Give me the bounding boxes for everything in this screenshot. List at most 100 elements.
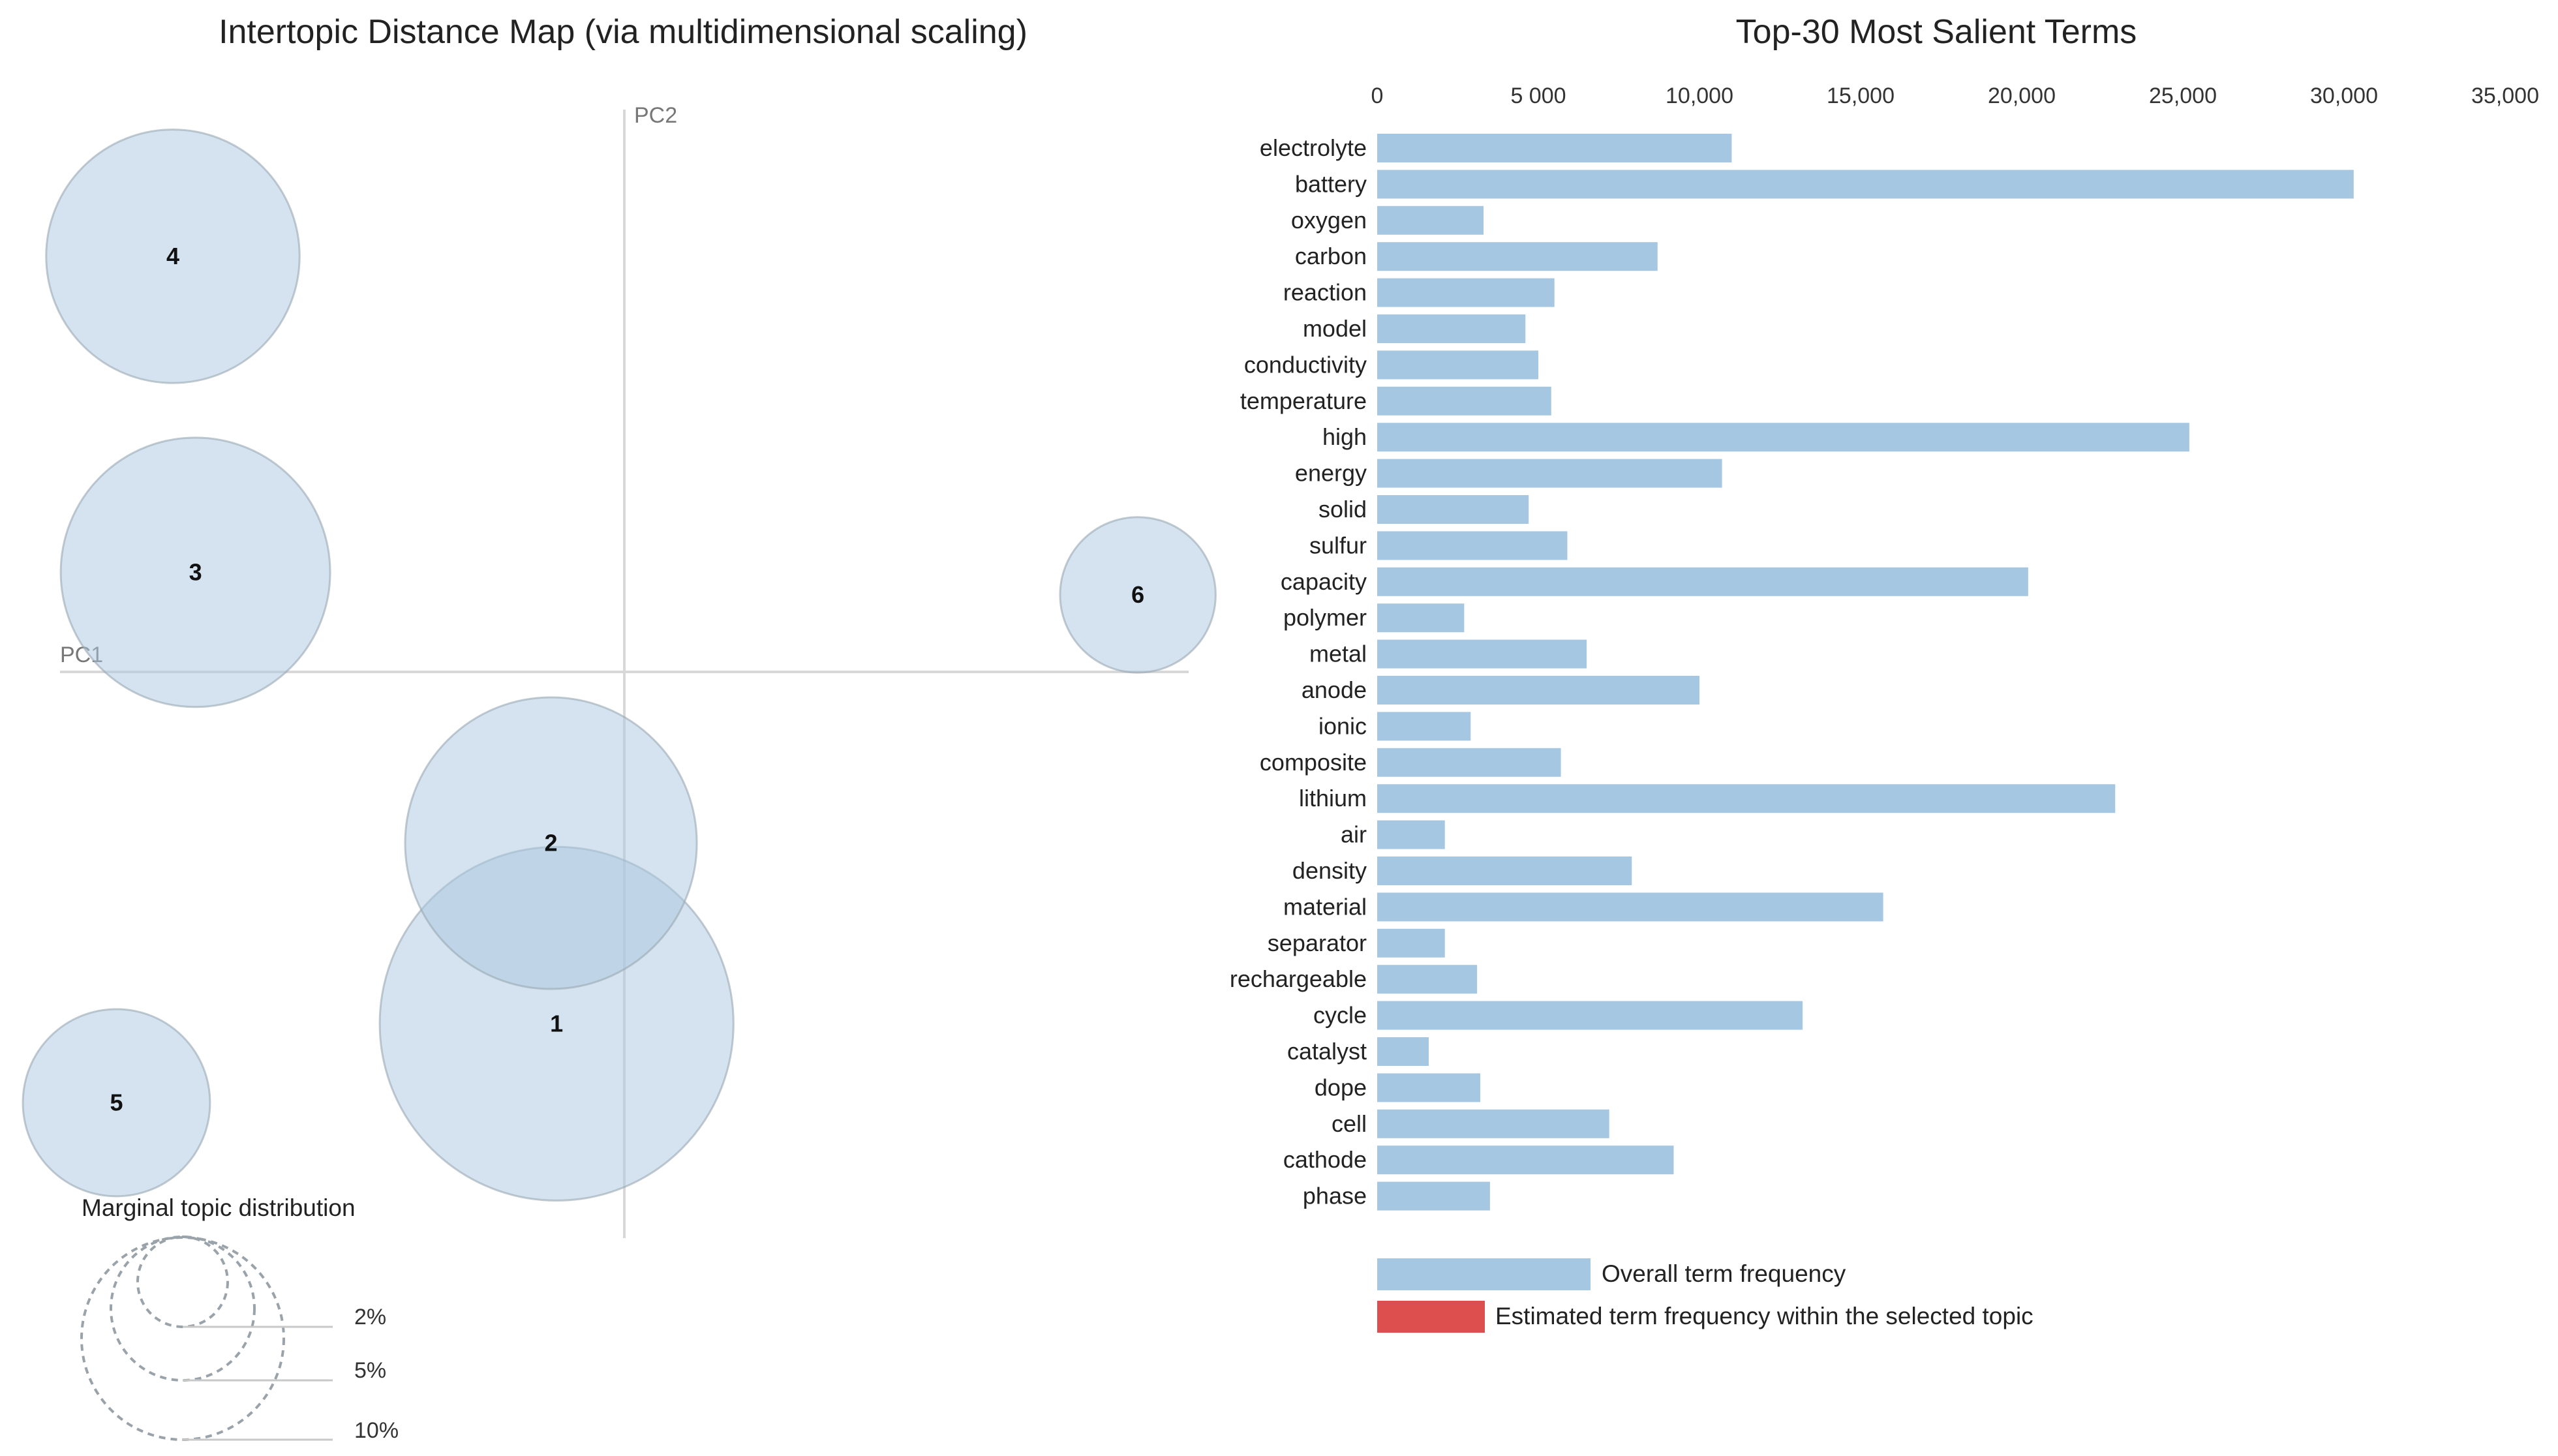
marginal-circle-10pct bbox=[80, 1236, 285, 1441]
term-label-battery[interactable]: battery bbox=[1295, 170, 1367, 197]
term-bar-density[interactable] bbox=[1377, 857, 1632, 885]
term-bar-cathode[interactable] bbox=[1377, 1145, 1674, 1175]
term-label-metal[interactable]: metal bbox=[1309, 641, 1367, 667]
topic-bubble-6[interactable] bbox=[1059, 516, 1217, 674]
topic-label-4: 4 bbox=[166, 243, 179, 269]
term-bar-sulfur[interactable] bbox=[1377, 531, 1568, 560]
term-label-energy[interactable]: energy bbox=[1295, 460, 1367, 487]
term-bar-electrolyte[interactable] bbox=[1377, 134, 1732, 162]
marginal-legend-title: Marginal topic distribution bbox=[82, 1194, 356, 1221]
legend-overall-swatch bbox=[1377, 1258, 1591, 1290]
term-bar-catalyst[interactable] bbox=[1377, 1037, 1429, 1066]
term-label-density[interactable]: density bbox=[1292, 857, 1367, 884]
term-bar-solid[interactable] bbox=[1377, 495, 1529, 524]
term-label-ionic[interactable]: ionic bbox=[1318, 712, 1367, 739]
topic-bubble-3[interactable] bbox=[59, 436, 331, 708]
intertopic-map-panel: Intertopic Distance Map (via multidimens… bbox=[22, 13, 1217, 1238]
term-bar-material[interactable] bbox=[1377, 892, 1883, 922]
term-label-composite[interactable]: composite bbox=[1260, 749, 1367, 776]
intertopic-map-title: Intertopic Distance Map (via multidimens… bbox=[219, 13, 1028, 51]
term-label-dope[interactable]: dope bbox=[1315, 1074, 1367, 1100]
term-bars: electrolyte battery oxygen carbon reaction mo… bbox=[1230, 134, 2354, 1211]
marginal-label-5pct: 5% bbox=[354, 1358, 386, 1383]
term-label-high[interactable]: high bbox=[1322, 423, 1367, 450]
term-bar-model[interactable] bbox=[1377, 314, 1526, 343]
term-bar-phase[interactable] bbox=[1377, 1181, 1490, 1211]
term-bar-ionic[interactable] bbox=[1377, 712, 1471, 741]
topic-label-1: 1 bbox=[550, 1010, 563, 1037]
term-bar-temperature[interactable] bbox=[1377, 386, 1551, 416]
legend-estimated-swatch bbox=[1377, 1301, 1485, 1333]
term-label-temperature[interactable]: temperature bbox=[1240, 387, 1367, 414]
marginal-label-10pct: 10% bbox=[354, 1418, 399, 1443]
term-label-carbon[interactable]: carbon bbox=[1295, 243, 1367, 269]
term-label-anode[interactable]: anode bbox=[1302, 676, 1367, 703]
term-bar-lithium[interactable] bbox=[1377, 784, 2116, 813]
term-label-sulfur[interactable]: sulfur bbox=[1309, 532, 1367, 558]
x-tick-label: 15,000 bbox=[1827, 83, 1895, 108]
term-label-cathode[interactable]: cathode bbox=[1283, 1146, 1367, 1173]
term-bar-oxygen[interactable] bbox=[1377, 205, 1484, 235]
term-label-reaction[interactable]: reaction bbox=[1283, 279, 1367, 306]
topic-label-5: 5 bbox=[110, 1089, 123, 1115]
term-bar-capacity[interactable] bbox=[1377, 567, 2028, 596]
term-label-oxygen[interactable]: oxygen bbox=[1291, 207, 1367, 234]
term-bar-battery[interactable] bbox=[1377, 170, 2354, 199]
term-bar-polymer[interactable] bbox=[1377, 603, 1465, 633]
term-bar-cell[interactable] bbox=[1377, 1109, 1609, 1138]
term-label-phase[interactable]: phase bbox=[1303, 1183, 1367, 1209]
term-label-separator[interactable]: separator bbox=[1268, 930, 1367, 956]
term-label-capacity[interactable]: capacity bbox=[1281, 568, 1367, 595]
marginal-circle-2pct bbox=[136, 1236, 229, 1328]
term-label-cell[interactable]: cell bbox=[1332, 1110, 1367, 1137]
topic-bubble-5[interactable] bbox=[22, 1008, 211, 1198]
topic-bubbles: 1 2 3 4 5 6 bbox=[22, 129, 1217, 1202]
term-label-model[interactable]: model bbox=[1303, 315, 1367, 342]
legend-overall-label: Overall term frequency bbox=[1602, 1260, 1846, 1287]
topic-label-6: 6 bbox=[1131, 581, 1144, 608]
term-label-polymer[interactable]: polymer bbox=[1283, 604, 1367, 631]
topic-label-2: 2 bbox=[545, 830, 558, 857]
frequency-axis-ticks: 0 5 000 10,000 15,000 20,000 25,000 30,000 35,0… bbox=[1371, 83, 2539, 108]
term-bar-dope[interactable] bbox=[1377, 1073, 1481, 1102]
term-label-electrolyte[interactable]: electrolyte bbox=[1260, 134, 1367, 161]
term-bar-conductivity[interactable] bbox=[1377, 350, 1538, 380]
topic-bubble-4[interactable] bbox=[45, 129, 301, 384]
topic-label-3: 3 bbox=[189, 558, 202, 585]
term-bar-carbon[interactable] bbox=[1377, 242, 1658, 271]
x-tick-label: 25,000 bbox=[2149, 83, 2217, 108]
term-label-conductivity[interactable]: conductivity bbox=[1244, 351, 1367, 378]
term-label-cycle[interactable]: cycle bbox=[1313, 1002, 1367, 1029]
term-label-lithium[interactable]: lithium bbox=[1299, 785, 1367, 811]
marginal-label-2pct: 2% bbox=[354, 1305, 386, 1329]
term-label-rechargeable[interactable]: rechargeable bbox=[1230, 965, 1367, 992]
term-label-catalyst[interactable]: catalyst bbox=[1287, 1038, 1367, 1065]
term-bar-reaction[interactable] bbox=[1377, 278, 1555, 307]
term-bar-cycle[interactable] bbox=[1377, 1001, 1803, 1030]
term-bar-composite[interactable] bbox=[1377, 748, 1561, 777]
term-bar-air[interactable] bbox=[1377, 820, 1445, 849]
pc2-axis-label: PC2 bbox=[634, 103, 677, 128]
x-tick-label: 20,000 bbox=[1988, 83, 2056, 108]
marginal-distribution-legend: Marginal topic distribution 2% 5% 10% bbox=[80, 1194, 399, 1443]
term-bar-energy[interactable] bbox=[1377, 459, 1722, 488]
term-bar-anode[interactable] bbox=[1377, 676, 1699, 705]
term-label-air[interactable]: air bbox=[1341, 821, 1367, 848]
term-label-solid[interactable]: solid bbox=[1318, 496, 1367, 523]
salient-terms-panel: Top-30 Most Salient Terms 0 5 000 10,000 15… bbox=[1230, 13, 2539, 1211]
term-bar-separator[interactable] bbox=[1377, 928, 1445, 958]
x-tick-label: 30,000 bbox=[2310, 83, 2378, 108]
bar-legend: Overall term frequency Estimated term fr… bbox=[1377, 1258, 2033, 1333]
topic-bubble-2[interactable] bbox=[404, 696, 698, 990]
legend-estimated-label: Estimated term frequency within the sele… bbox=[1495, 1303, 2033, 1329]
x-tick-label: 10,000 bbox=[1666, 83, 1733, 108]
term-bar-metal[interactable] bbox=[1377, 639, 1587, 669]
term-label-material[interactable]: material bbox=[1283, 893, 1367, 920]
x-tick-label: 5 000 bbox=[1510, 83, 1566, 108]
x-tick-label: 35,000 bbox=[2471, 83, 2539, 108]
marginal-circle-5pct bbox=[110, 1236, 256, 1382]
term-bar-high[interactable] bbox=[1377, 423, 2189, 452]
term-bar-rechargeable[interactable] bbox=[1377, 965, 1478, 994]
x-tick-label: 0 bbox=[1371, 83, 1384, 108]
